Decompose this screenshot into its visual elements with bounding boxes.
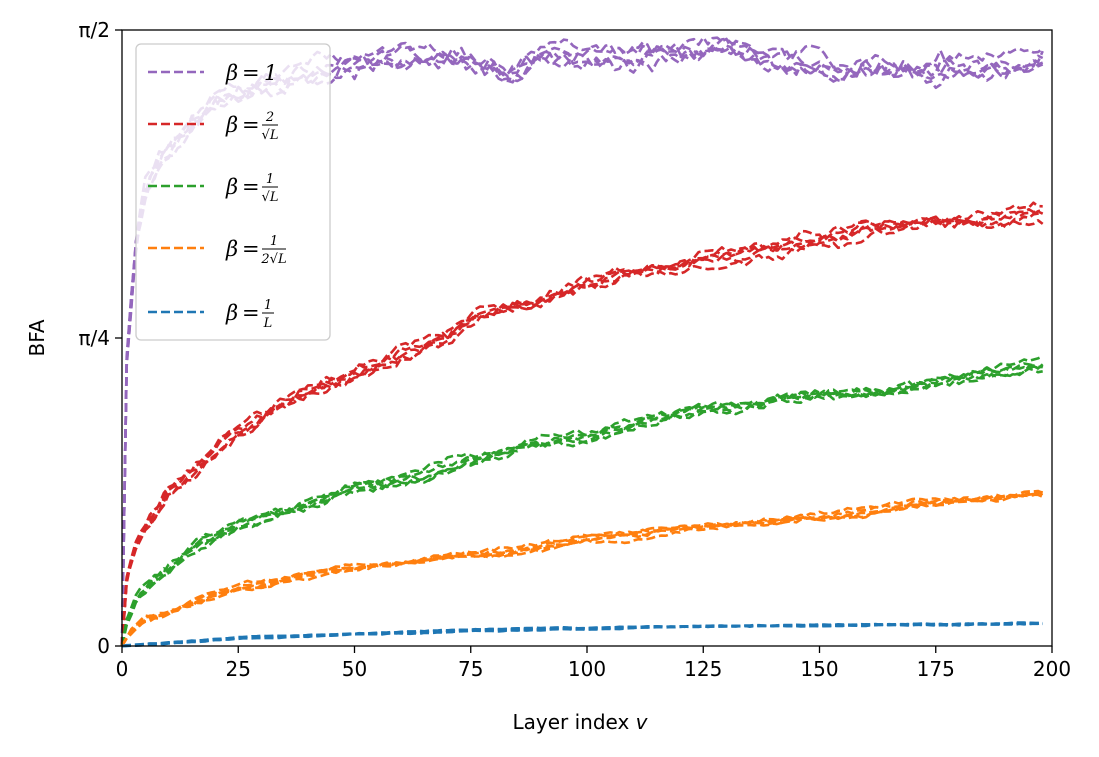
svg-text:2: 2 [265,110,274,125]
x-tick-label: 100 [568,657,606,681]
x-tick-label: 50 [342,657,367,681]
legend-label: β = 1 2√L [225,234,287,267]
svg-text:√L: √L [262,190,279,205]
legend-item: β = 2 √L [148,110,278,143]
series-line [120,211,1043,647]
legend-frame [135,43,331,341]
series-line [120,364,1043,647]
svg-text:β: β [225,175,238,199]
svg-text:=: = [242,61,260,85]
series-line [120,36,1044,647]
y-tick-label: π/4 [78,326,110,350]
svg-text:1: 1 [264,298,272,313]
y-tick-label: 0 [97,634,110,658]
x-tick-label: 25 [226,657,251,681]
series-group [120,355,1044,647]
legend-label: β = 1 [225,61,277,85]
svg-text:=: = [242,175,260,199]
legend-label: β = 2 √L [225,110,278,143]
series-line [120,367,1043,647]
svg-text:β: β [225,61,238,85]
series-line [120,492,1044,647]
x-tick-label: 125 [684,657,722,681]
svg-text:β: β [225,237,238,261]
series-line [120,208,1044,647]
x-tick-label: 175 [917,657,955,681]
x-tick-label: 200 [1033,657,1071,681]
svg-text:2√L: 2√L [260,252,286,267]
svg-text:β: β [225,301,238,325]
series-line [120,217,1044,647]
y-axis-title: BFA [25,319,49,356]
legend-label: β = 1 L [225,298,274,331]
svg-text:1: 1 [264,61,277,85]
series-line [121,621,1043,648]
x-tick-label: 150 [800,657,838,681]
series-line [120,362,1044,647]
series-line [120,489,1044,647]
series-group [120,489,1044,647]
y-tick-label: π/2 [78,18,110,42]
legend-item: β = 1 √L [148,172,278,205]
series-line [120,355,1044,647]
x-tick-label: 0 [116,657,129,681]
svg-text:1: 1 [270,234,278,249]
svg-text:=: = [242,301,260,325]
legend: β = 1β = 2√Lβ = 1√Lβ = 12√Lβ = 1L [135,43,331,341]
svg-text:β: β [225,113,238,137]
svg-text:=: = [242,113,260,137]
series-line [120,492,1044,647]
series-group [120,201,1044,647]
y-axis-ticks: 0 π/4 π/2 [78,18,122,658]
legend-item: β = 1 2√L [148,234,287,267]
x-tick-label: 75 [458,657,483,681]
legend-item: β = 1 [148,61,277,85]
series-line [120,201,1043,647]
legend-item: β = 1 L [148,298,274,331]
svg-text:√L: √L [262,128,279,143]
svg-text:=: = [242,237,260,261]
svg-text:L: L [263,316,273,331]
x-axis-title: Layer index v [512,710,648,734]
svg-text:1: 1 [266,172,274,187]
legend-label: β = 1 √L [225,172,278,205]
x-axis-ticks: 0 25 50 75 100 125 150 175 200 [116,646,1071,681]
series-group [121,621,1043,648]
